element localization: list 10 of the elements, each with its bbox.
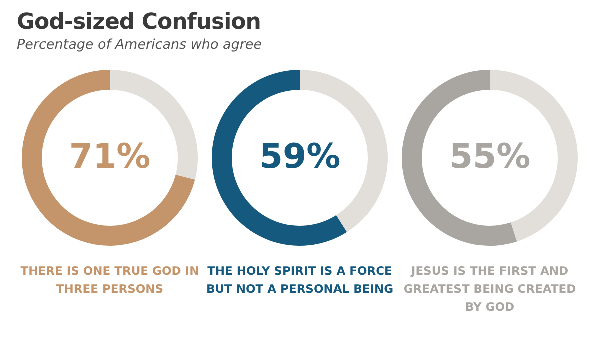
- data-label: 59%: [259, 137, 341, 177]
- slice-label: THE HOLY SPIRIT IS A FORCE BUT NOT A PERSONAL BEING: [205, 263, 395, 298]
- chart-subtitle: Percentage of Americans who agree: [17, 37, 262, 53]
- data-label: 55%: [449, 137, 531, 177]
- donut-slice: [22, 70, 196, 246]
- chart-title: God-sized Confusion: [17, 10, 262, 35]
- data-label: 71%: [69, 137, 151, 177]
- slice-label: JESUS IS THE FIRST AND GREATEST BEING CREATED BY GOD: [402, 263, 578, 316]
- slice-label: THERE IS ONE TRUE GOD IN THREE PERSONS: [20, 263, 200, 298]
- donut-slice: [212, 70, 348, 246]
